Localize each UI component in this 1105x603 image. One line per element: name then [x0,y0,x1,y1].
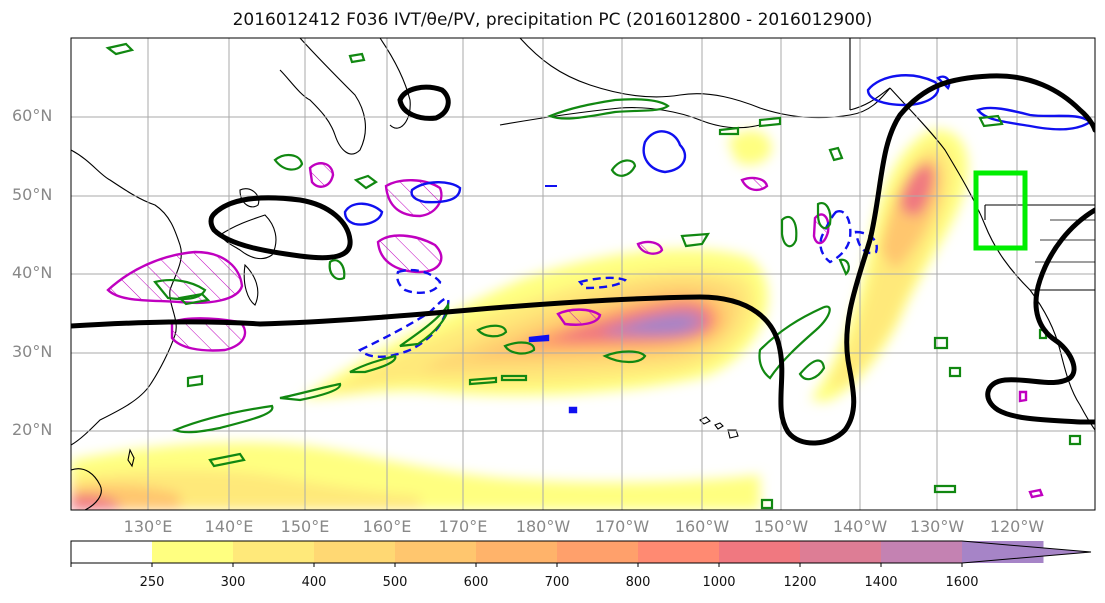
lat-label: 50°N [12,185,53,204]
theta-e-contours [71,73,1095,446]
colorbar-segment [395,541,477,563]
map-frame [70,37,1096,511]
colorbar-tick-label: 1200 [783,575,817,590]
colorbar-tick-label: 700 [544,575,570,590]
colorbar-segment [557,541,639,563]
target-region-box [973,170,1028,251]
colorbar-extend-arrow [962,541,1091,563]
colorbar-tick-label: 800 [625,575,651,590]
lon-label: 140°W [832,517,888,536]
lon-label: 150°W [753,517,809,536]
lat-label: 40°N [12,263,53,282]
lat-label: 20°N [12,420,53,439]
lon-label: 140°E [204,517,254,536]
colorbar-outline [70,540,1092,564]
colorbar-tick-label: 250 [139,575,165,590]
lon-label: 180°W [515,517,571,536]
colorbar-tick-label: 1000 [702,575,736,590]
colorbar-segment [800,541,882,563]
map-title: 2016012412 F036 IVT/θe/PV, precipitation… [232,10,873,30]
colorbar-segment [233,541,315,563]
lon-label: 160°W [674,517,730,536]
lon-label: 170°W [594,517,650,536]
colorbar-segment [314,541,396,563]
colorbar-tick-label: 500 [382,575,408,590]
colorbar-tick-label: 1600 [945,575,979,590]
lat-label: 60°N [12,106,53,125]
lon-label: 130°E [123,517,173,536]
colorbar-tick-label: 400 [301,575,327,590]
lon-label: 170°E [438,517,488,536]
colorbar-tick-label: 300 [220,575,246,590]
lat-label: 30°N [12,342,53,361]
lon-label: 130°W [909,517,965,536]
colorbar-segment [638,541,720,563]
colorbar-segment [152,541,234,563]
lon-label: 150°E [280,517,330,536]
lon-label: 160°E [362,517,412,536]
colorbar-segment [476,541,558,563]
colorbar-tick-label: 1400 [864,575,898,590]
lon-label: 120°W [989,517,1045,536]
colorbar-segment [881,541,963,563]
colorbar-segment [71,541,153,563]
colorbar-segment [719,541,801,563]
colorbar-tick-label: 600 [463,575,489,590]
colorbar [70,540,1092,567]
